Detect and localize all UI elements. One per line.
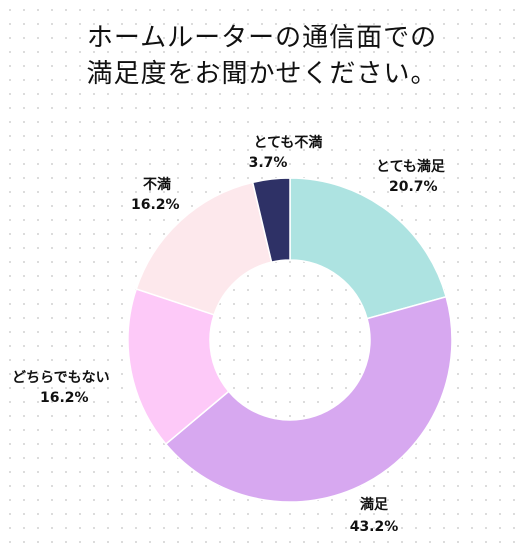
value-label-satisfied: 43.2% — [350, 519, 399, 535]
chart-title-line-1: ホームルーターの通信面での — [86, 23, 438, 53]
value-label-dissatisfied: 16.2% — [131, 197, 180, 213]
chart-title: ホームルーターの通信面での 満足度をお聞かせください。 — [0, 20, 524, 92]
donut-slices — [127, 177, 453, 503]
category-label-neutral: どちらでもない — [12, 370, 110, 386]
category-label-satisfied: 満足 — [360, 496, 389, 513]
slice-satisfied — [164, 295, 453, 503]
slice-very-dissatisfied — [251, 177, 291, 264]
slice-labels: とても不満 3.7% とても満足 20.7% 不満 16.2% どちらでもない … — [12, 134, 446, 535]
slice-neutral — [127, 288, 230, 446]
value-label-neutral: 16.2% — [40, 390, 89, 406]
slice-dissatisfied — [135, 181, 273, 316]
value-label-very-dissatisfied: 3.7% — [249, 155, 288, 171]
value-label-very-satisfied: 20.7% — [389, 179, 438, 195]
slice-very-satisfied — [289, 177, 448, 320]
chart-title-line-2: 満足度をお聞かせください。 — [86, 59, 438, 89]
category-label-dissatisfied: 不満 — [143, 176, 171, 193]
category-label-very-satisfied: とても満足 — [376, 158, 446, 175]
category-label-very-dissatisfied: とても不満 — [254, 134, 323, 151]
